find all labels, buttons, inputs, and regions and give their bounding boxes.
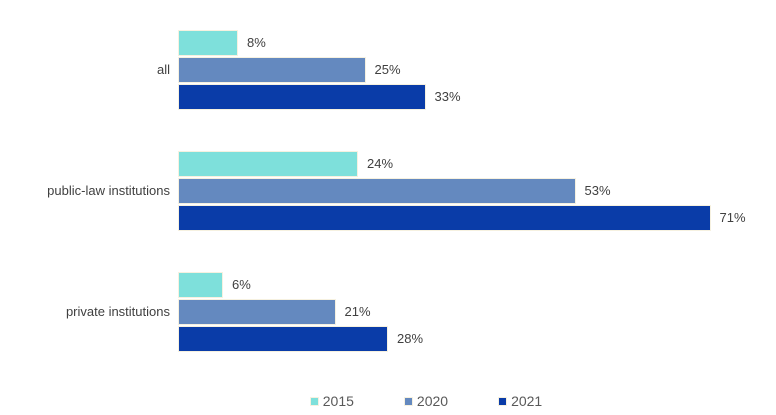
value-label: 6% bbox=[232, 277, 251, 292]
bar-row: 33% bbox=[178, 83, 776, 110]
value-label: 71% bbox=[719, 210, 746, 225]
value-label: 21% bbox=[344, 304, 371, 319]
legend-item-2021: 2021 bbox=[498, 393, 542, 409]
bar-row: 8% bbox=[178, 29, 776, 56]
bar-2021 bbox=[178, 325, 388, 352]
bar-2020 bbox=[178, 177, 576, 204]
category-label: private institutions bbox=[65, 304, 170, 319]
legend-label: 2020 bbox=[416, 393, 449, 409]
bar-row: 21% bbox=[178, 298, 776, 325]
bar-2015 bbox=[178, 271, 223, 298]
bar-2021 bbox=[178, 83, 426, 110]
legend-label: 2015 bbox=[322, 393, 354, 409]
legend-swatch bbox=[309, 396, 319, 406]
plot-area: all 8% 25% 33% public-law institutions 24% 53%… bbox=[0, 29, 776, 352]
value-label: 33% bbox=[434, 89, 461, 104]
category-label: public-law institutions bbox=[47, 183, 170, 198]
category-label: all bbox=[156, 62, 170, 77]
category-group: all 8% 25% 33% bbox=[0, 29, 776, 110]
bar-2015 bbox=[178, 150, 358, 177]
category-bars: 6% 21% 28% bbox=[178, 271, 776, 352]
legend-swatch bbox=[403, 396, 413, 406]
category-bars: 24% 53% 71% bbox=[178, 150, 776, 231]
bar-row: 24% bbox=[178, 150, 776, 177]
bar-2020 bbox=[178, 298, 336, 325]
bar-row: 25% bbox=[178, 56, 776, 83]
value-label: 28% bbox=[397, 331, 424, 346]
legend-swatch bbox=[498, 396, 508, 406]
bar-row: 6% bbox=[178, 271, 776, 298]
value-label: 24% bbox=[367, 156, 394, 171]
category-bars: 8% 25% 33% bbox=[178, 29, 776, 110]
legend: 2015 2020 2021 bbox=[38, 392, 776, 410]
bar-2015 bbox=[178, 29, 238, 56]
legend-label: 2021 bbox=[511, 393, 543, 409]
category-group: private institutions 6% 21% 28% bbox=[0, 271, 776, 352]
bar-row: 71% bbox=[178, 204, 776, 231]
bar-2021 bbox=[178, 204, 711, 231]
legend-item-2015: 2015 bbox=[309, 393, 354, 409]
bar-2020 bbox=[178, 56, 366, 83]
bar-row: 28% bbox=[178, 325, 776, 352]
category-group: public-law institutions 24% 53% 71% bbox=[0, 150, 776, 231]
value-label: 25% bbox=[374, 62, 401, 77]
value-label: 53% bbox=[584, 183, 611, 198]
bar-row: 53% bbox=[178, 177, 776, 204]
value-label: 8% bbox=[247, 35, 266, 50]
legend-item-2020: 2020 bbox=[403, 393, 449, 409]
